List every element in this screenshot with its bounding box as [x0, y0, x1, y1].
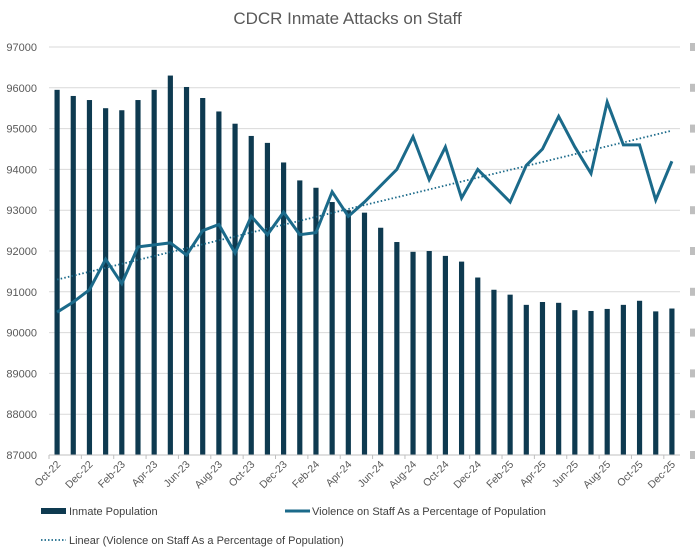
bar [394, 242, 400, 455]
secondary-y-tick-label-clipped [690, 369, 695, 378]
y-tick-label: 93000 [6, 205, 37, 217]
bar [556, 302, 562, 455]
x-tick-label: Apr-25 [518, 459, 549, 490]
bar [604, 308, 610, 455]
bar [588, 310, 594, 455]
x-tick-label: Oct-23 [227, 459, 258, 490]
bar [458, 261, 465, 455]
secondary-y-tick-label-clipped [690, 83, 695, 92]
legend-label-inmate-population[interactable]: Inmate Population [69, 506, 158, 518]
bar [507, 294, 513, 455]
bar [653, 311, 659, 455]
bar [281, 162, 287, 456]
bar [523, 304, 529, 455]
x-tick-label: Aug-25 [581, 459, 614, 492]
x-tick-label: Feb-25 [484, 459, 516, 491]
x-tick-label: Jun-23 [161, 459, 192, 490]
bar [620, 304, 626, 455]
legend-swatch-inmate-population [41, 508, 66, 514]
bar [183, 86, 190, 455]
y-tick-label: 87000 [6, 450, 37, 462]
secondary-y-tick-label-clipped [690, 43, 695, 51]
bar [313, 187, 319, 455]
bar [636, 300, 643, 455]
secondary-y-tick-label-clipped [690, 328, 695, 337]
y-tick-label: 95000 [6, 124, 37, 136]
x-tick-label: Dec-25 [646, 459, 679, 492]
bar [54, 89, 60, 455]
legend-label-violence-line[interactable]: Violence on Staff As a Percentage of Pop… [312, 506, 546, 518]
x-tick-label: Aug-23 [193, 459, 226, 492]
bar [426, 251, 432, 455]
y-tick-label: 94000 [6, 164, 37, 176]
x-tick-label: Jun-24 [356, 459, 387, 490]
x-tick-label: Oct-25 [615, 459, 646, 490]
secondary-y-tick-label-clipped [690, 287, 695, 296]
violence-line [56, 96, 674, 314]
x-axis-tick-labels: Oct-22 Dec-22 Feb-23 Apr-23 Jun-23 Aug-23 Oct-… [32, 459, 678, 492]
x-tick-label: Feb-24 [290, 459, 322, 491]
bar [86, 100, 93, 455]
bar [103, 108, 109, 455]
secondary-y-tick-label-clipped [690, 410, 695, 419]
y-tick-label: 89000 [6, 368, 37, 380]
legend: Inmate Population Violence on Staff As a… [41, 506, 546, 547]
bar [248, 135, 254, 455]
bar [167, 75, 173, 455]
x-tick-label: Feb-23 [96, 459, 128, 491]
y-tick-label: 88000 [6, 409, 37, 421]
bar [361, 212, 368, 455]
line-series-violence-percentage [56, 96, 674, 314]
x-tick-label: Apr-23 [130, 459, 161, 490]
x-tick-label: Aug-24 [387, 459, 420, 492]
legend-label-trendline[interactable]: Linear (Violence on Staff As a Percentag… [69, 535, 344, 547]
bar [442, 255, 448, 455]
bar-series-inmate-population [54, 75, 675, 456]
secondary-y-tick-label-clipped [690, 451, 695, 459]
x-axis [48, 454, 680, 459]
y-tick-label: 96000 [6, 83, 37, 95]
secondary-y-tick-label-clipped [690, 247, 695, 255]
bar [475, 277, 481, 455]
secondary-y-tick-label-clipped [690, 124, 695, 133]
x-tick-label: Jun-25 [550, 459, 581, 490]
secondary-axis-ticks [690, 43, 695, 459]
y-tick-label: 92000 [6, 246, 37, 258]
bar [216, 111, 222, 456]
y-axis-ticks: 97000 96000 95000 94000 93000 92000 91000 90000… [6, 42, 37, 462]
y-tick-label: 90000 [6, 328, 37, 340]
bar [539, 302, 546, 455]
x-tick-label: Oct-22 [32, 459, 63, 490]
bar [669, 308, 675, 455]
bar [232, 123, 238, 455]
bar [410, 251, 416, 455]
x-tick-label: Dec-24 [451, 459, 484, 492]
x-tick-label: Dec-23 [257, 459, 290, 492]
y-tick-label: 97000 [6, 42, 37, 54]
bar [264, 142, 271, 455]
secondary-y-tick-label-clipped [690, 206, 695, 215]
secondary-y-tick-label-clipped [690, 165, 695, 174]
bar [200, 98, 206, 455]
bar [345, 210, 351, 455]
y-tick-label: 91000 [6, 287, 37, 299]
x-tick-label: Dec-22 [63, 459, 96, 492]
bar [135, 100, 141, 455]
bar [491, 289, 497, 455]
bar [151, 89, 157, 455]
bar [572, 310, 578, 455]
x-tick-label: Oct-24 [421, 459, 452, 490]
bar [378, 227, 384, 455]
chart-title: CDCR Inmate Attacks on Staff [233, 9, 462, 28]
bar [297, 180, 303, 455]
bar [329, 202, 335, 455]
x-tick-label: Apr-24 [324, 459, 355, 490]
bar [70, 95, 76, 456]
